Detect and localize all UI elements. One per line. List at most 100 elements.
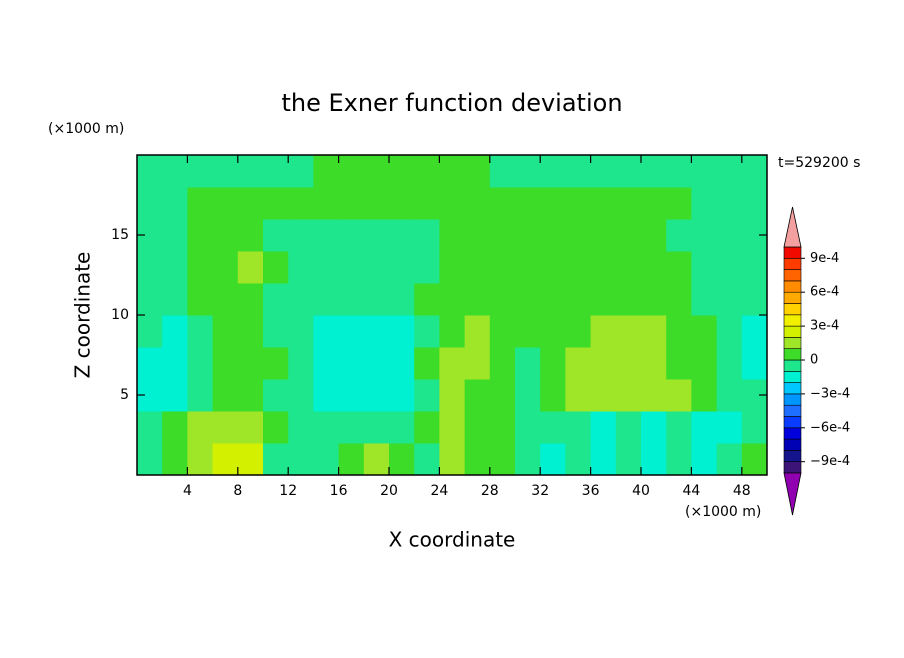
contour-cell bbox=[515, 443, 541, 476]
contour-cell bbox=[212, 347, 239, 380]
contour-cell bbox=[212, 187, 239, 220]
contour-cell bbox=[187, 155, 214, 188]
colorbar-band bbox=[783, 370, 802, 383]
contour-cell bbox=[615, 283, 642, 316]
contour-cell bbox=[389, 219, 415, 252]
contour-cell bbox=[162, 443, 188, 476]
contour-cell bbox=[515, 187, 541, 220]
contour-cell bbox=[615, 347, 642, 380]
contour-cell bbox=[288, 251, 314, 284]
contour-cell bbox=[716, 219, 743, 252]
contour-cell bbox=[363, 443, 390, 476]
contour-cell bbox=[363, 155, 390, 188]
time-label: t=529200 s bbox=[778, 155, 860, 171]
contour-cell bbox=[389, 411, 415, 444]
contour-cell bbox=[288, 347, 314, 380]
contour-cell bbox=[162, 411, 188, 444]
contour-cell bbox=[439, 219, 466, 252]
contour-cell bbox=[716, 187, 743, 220]
contour-cell bbox=[389, 443, 415, 476]
contour-cell bbox=[187, 347, 214, 380]
contour-cell bbox=[137, 251, 163, 284]
contour-cell bbox=[590, 155, 617, 188]
contour-cell bbox=[691, 283, 718, 316]
contour-cell bbox=[741, 315, 768, 348]
contour-cell bbox=[263, 411, 289, 444]
x-tick-label: 20 bbox=[380, 483, 398, 499]
contour-cell bbox=[187, 379, 214, 412]
x-tick-label: 40 bbox=[632, 483, 650, 499]
contour-cell bbox=[641, 251, 667, 284]
x-axis-label: X coordinate bbox=[389, 528, 516, 552]
contour-cell bbox=[716, 411, 743, 444]
contour-cell bbox=[464, 443, 491, 476]
contour-cell bbox=[389, 187, 415, 220]
contour-cell bbox=[313, 315, 340, 348]
contour-cell bbox=[540, 251, 566, 284]
contour-cell bbox=[288, 315, 314, 348]
contour-cell bbox=[741, 283, 768, 316]
contour-cell bbox=[666, 443, 692, 476]
contour-cell bbox=[691, 347, 718, 380]
contour-cell bbox=[641, 219, 667, 252]
x-tick-label: 48 bbox=[733, 483, 751, 499]
contour-cell bbox=[615, 411, 642, 444]
colorbar-band bbox=[783, 359, 802, 372]
contour-cell bbox=[389, 251, 415, 284]
contour-cell bbox=[338, 219, 365, 252]
contour-cell bbox=[414, 155, 440, 188]
contour-cell bbox=[515, 251, 541, 284]
contour-cell bbox=[137, 443, 163, 476]
contour-cell bbox=[590, 347, 617, 380]
contour-cell bbox=[363, 411, 390, 444]
contour-cell bbox=[137, 187, 163, 220]
contour-cell bbox=[615, 155, 642, 188]
contour-cell bbox=[263, 155, 289, 188]
contour-cell bbox=[338, 411, 365, 444]
contour-cell bbox=[187, 251, 214, 284]
y-tick-label: 5 bbox=[120, 387, 129, 403]
contour-cell bbox=[389, 347, 415, 380]
contour-cell bbox=[666, 283, 692, 316]
contour-cell bbox=[162, 187, 188, 220]
contour-cell bbox=[162, 283, 188, 316]
contour-cell bbox=[489, 219, 516, 252]
contour-cell bbox=[313, 411, 340, 444]
contour-cell bbox=[489, 155, 516, 188]
contour-field bbox=[137, 155, 768, 476]
colorbar-band bbox=[783, 393, 802, 406]
contour-cell bbox=[237, 347, 264, 380]
x-tick-label: 36 bbox=[582, 483, 600, 499]
y-unit: (×1000 m) bbox=[48, 121, 124, 137]
contour-cell bbox=[363, 379, 390, 412]
contour-cell bbox=[237, 155, 264, 188]
x-unit: (×1000 m) bbox=[685, 504, 761, 520]
contour-cell bbox=[464, 315, 491, 348]
x-tick-label: 32 bbox=[531, 483, 549, 499]
colorbar-tick-label: 0 bbox=[810, 353, 818, 368]
contour-cell bbox=[313, 347, 340, 380]
contour-cell bbox=[741, 155, 768, 188]
contour-cell bbox=[338, 283, 365, 316]
contour-cell bbox=[237, 379, 264, 412]
colorbar-band bbox=[783, 325, 802, 338]
contour-cell bbox=[363, 187, 390, 220]
contour-cell bbox=[489, 347, 516, 380]
contour-cell bbox=[464, 379, 491, 412]
contour-cell bbox=[590, 379, 617, 412]
contour-cell bbox=[540, 347, 566, 380]
contour-cell bbox=[540, 219, 566, 252]
contour-cell bbox=[540, 315, 566, 348]
contour-cell bbox=[137, 347, 163, 380]
contour-cell bbox=[615, 443, 642, 476]
contour-cell bbox=[464, 187, 491, 220]
y-tick-label: 10 bbox=[111, 307, 129, 323]
contour-cell bbox=[666, 251, 692, 284]
contour-cell bbox=[414, 411, 440, 444]
contour-cell bbox=[338, 315, 365, 348]
contour-cell bbox=[338, 379, 365, 412]
contour-cell bbox=[641, 315, 667, 348]
contour-cell bbox=[237, 315, 264, 348]
contour-cell bbox=[137, 315, 163, 348]
contour-cell bbox=[565, 411, 592, 444]
